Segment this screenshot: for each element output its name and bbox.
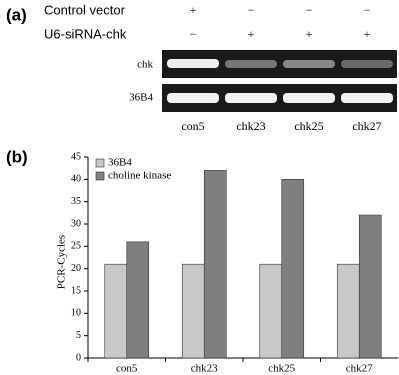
bar bbox=[260, 264, 282, 358]
gel-band bbox=[167, 59, 219, 68]
sign: + bbox=[248, 27, 255, 41]
legend-swatch bbox=[96, 159, 104, 167]
y-tick-label: 35 bbox=[71, 196, 81, 207]
lane-label: con5 bbox=[181, 119, 204, 133]
row-label: Control vector bbox=[44, 2, 126, 17]
gel-band bbox=[167, 93, 219, 103]
bar bbox=[204, 170, 226, 358]
lane-label: chk25 bbox=[294, 119, 323, 133]
y-tick-label: 20 bbox=[71, 263, 81, 274]
panel-label: (a) bbox=[6, 5, 27, 24]
x-tick-label: chk23 bbox=[191, 363, 218, 375]
bar bbox=[127, 242, 149, 358]
gel-band bbox=[225, 60, 277, 68]
figure: (a) Control vector U6-siRNA-chk chk 36B4… bbox=[0, 0, 399, 375]
x-tick-label: con5 bbox=[116, 363, 138, 375]
panel-label: (b) bbox=[6, 147, 28, 166]
gel-row-label: chk bbox=[137, 59, 153, 71]
x-tick-label: chk25 bbox=[268, 363, 295, 375]
bar bbox=[337, 264, 359, 358]
gel-band bbox=[341, 93, 393, 103]
y-tick-label: 15 bbox=[71, 285, 81, 296]
y-tick-label: 30 bbox=[71, 218, 81, 229]
gel-band bbox=[341, 60, 393, 68]
gel-band bbox=[283, 60, 335, 68]
sign: + bbox=[364, 27, 371, 41]
gel-band bbox=[225, 93, 277, 103]
sign: − bbox=[190, 27, 197, 41]
y-tick-label: 5 bbox=[76, 330, 81, 341]
lane-label: chk27 bbox=[352, 119, 381, 133]
lane-label: chk23 bbox=[236, 119, 265, 133]
gel bbox=[162, 50, 397, 112]
y-tick-label: 45 bbox=[71, 151, 81, 162]
y-tick-label: 40 bbox=[71, 174, 81, 185]
y-tick-label: 25 bbox=[71, 241, 81, 252]
y-tick-label: 10 bbox=[71, 308, 81, 319]
bar bbox=[359, 215, 381, 358]
sign: + bbox=[306, 27, 313, 41]
legend-label: 36B4 bbox=[108, 157, 132, 169]
bar bbox=[282, 179, 304, 358]
x-tick-label: chk27 bbox=[346, 363, 373, 375]
legend-swatch bbox=[96, 172, 104, 180]
bar bbox=[182, 264, 204, 358]
sign: + bbox=[190, 3, 197, 17]
row-label: U6-siRNA-chk bbox=[44, 26, 127, 41]
y-axis-label: PCR-Cycles bbox=[56, 235, 68, 289]
sign: − bbox=[306, 3, 313, 17]
sign: − bbox=[364, 3, 371, 17]
sign: − bbox=[248, 3, 255, 17]
y-tick-label: 0 bbox=[76, 352, 81, 363]
gel-row-label: 36B4 bbox=[129, 92, 153, 104]
gel-band bbox=[283, 93, 335, 103]
bar bbox=[105, 264, 127, 358]
legend-label: choline kinase bbox=[108, 170, 171, 182]
